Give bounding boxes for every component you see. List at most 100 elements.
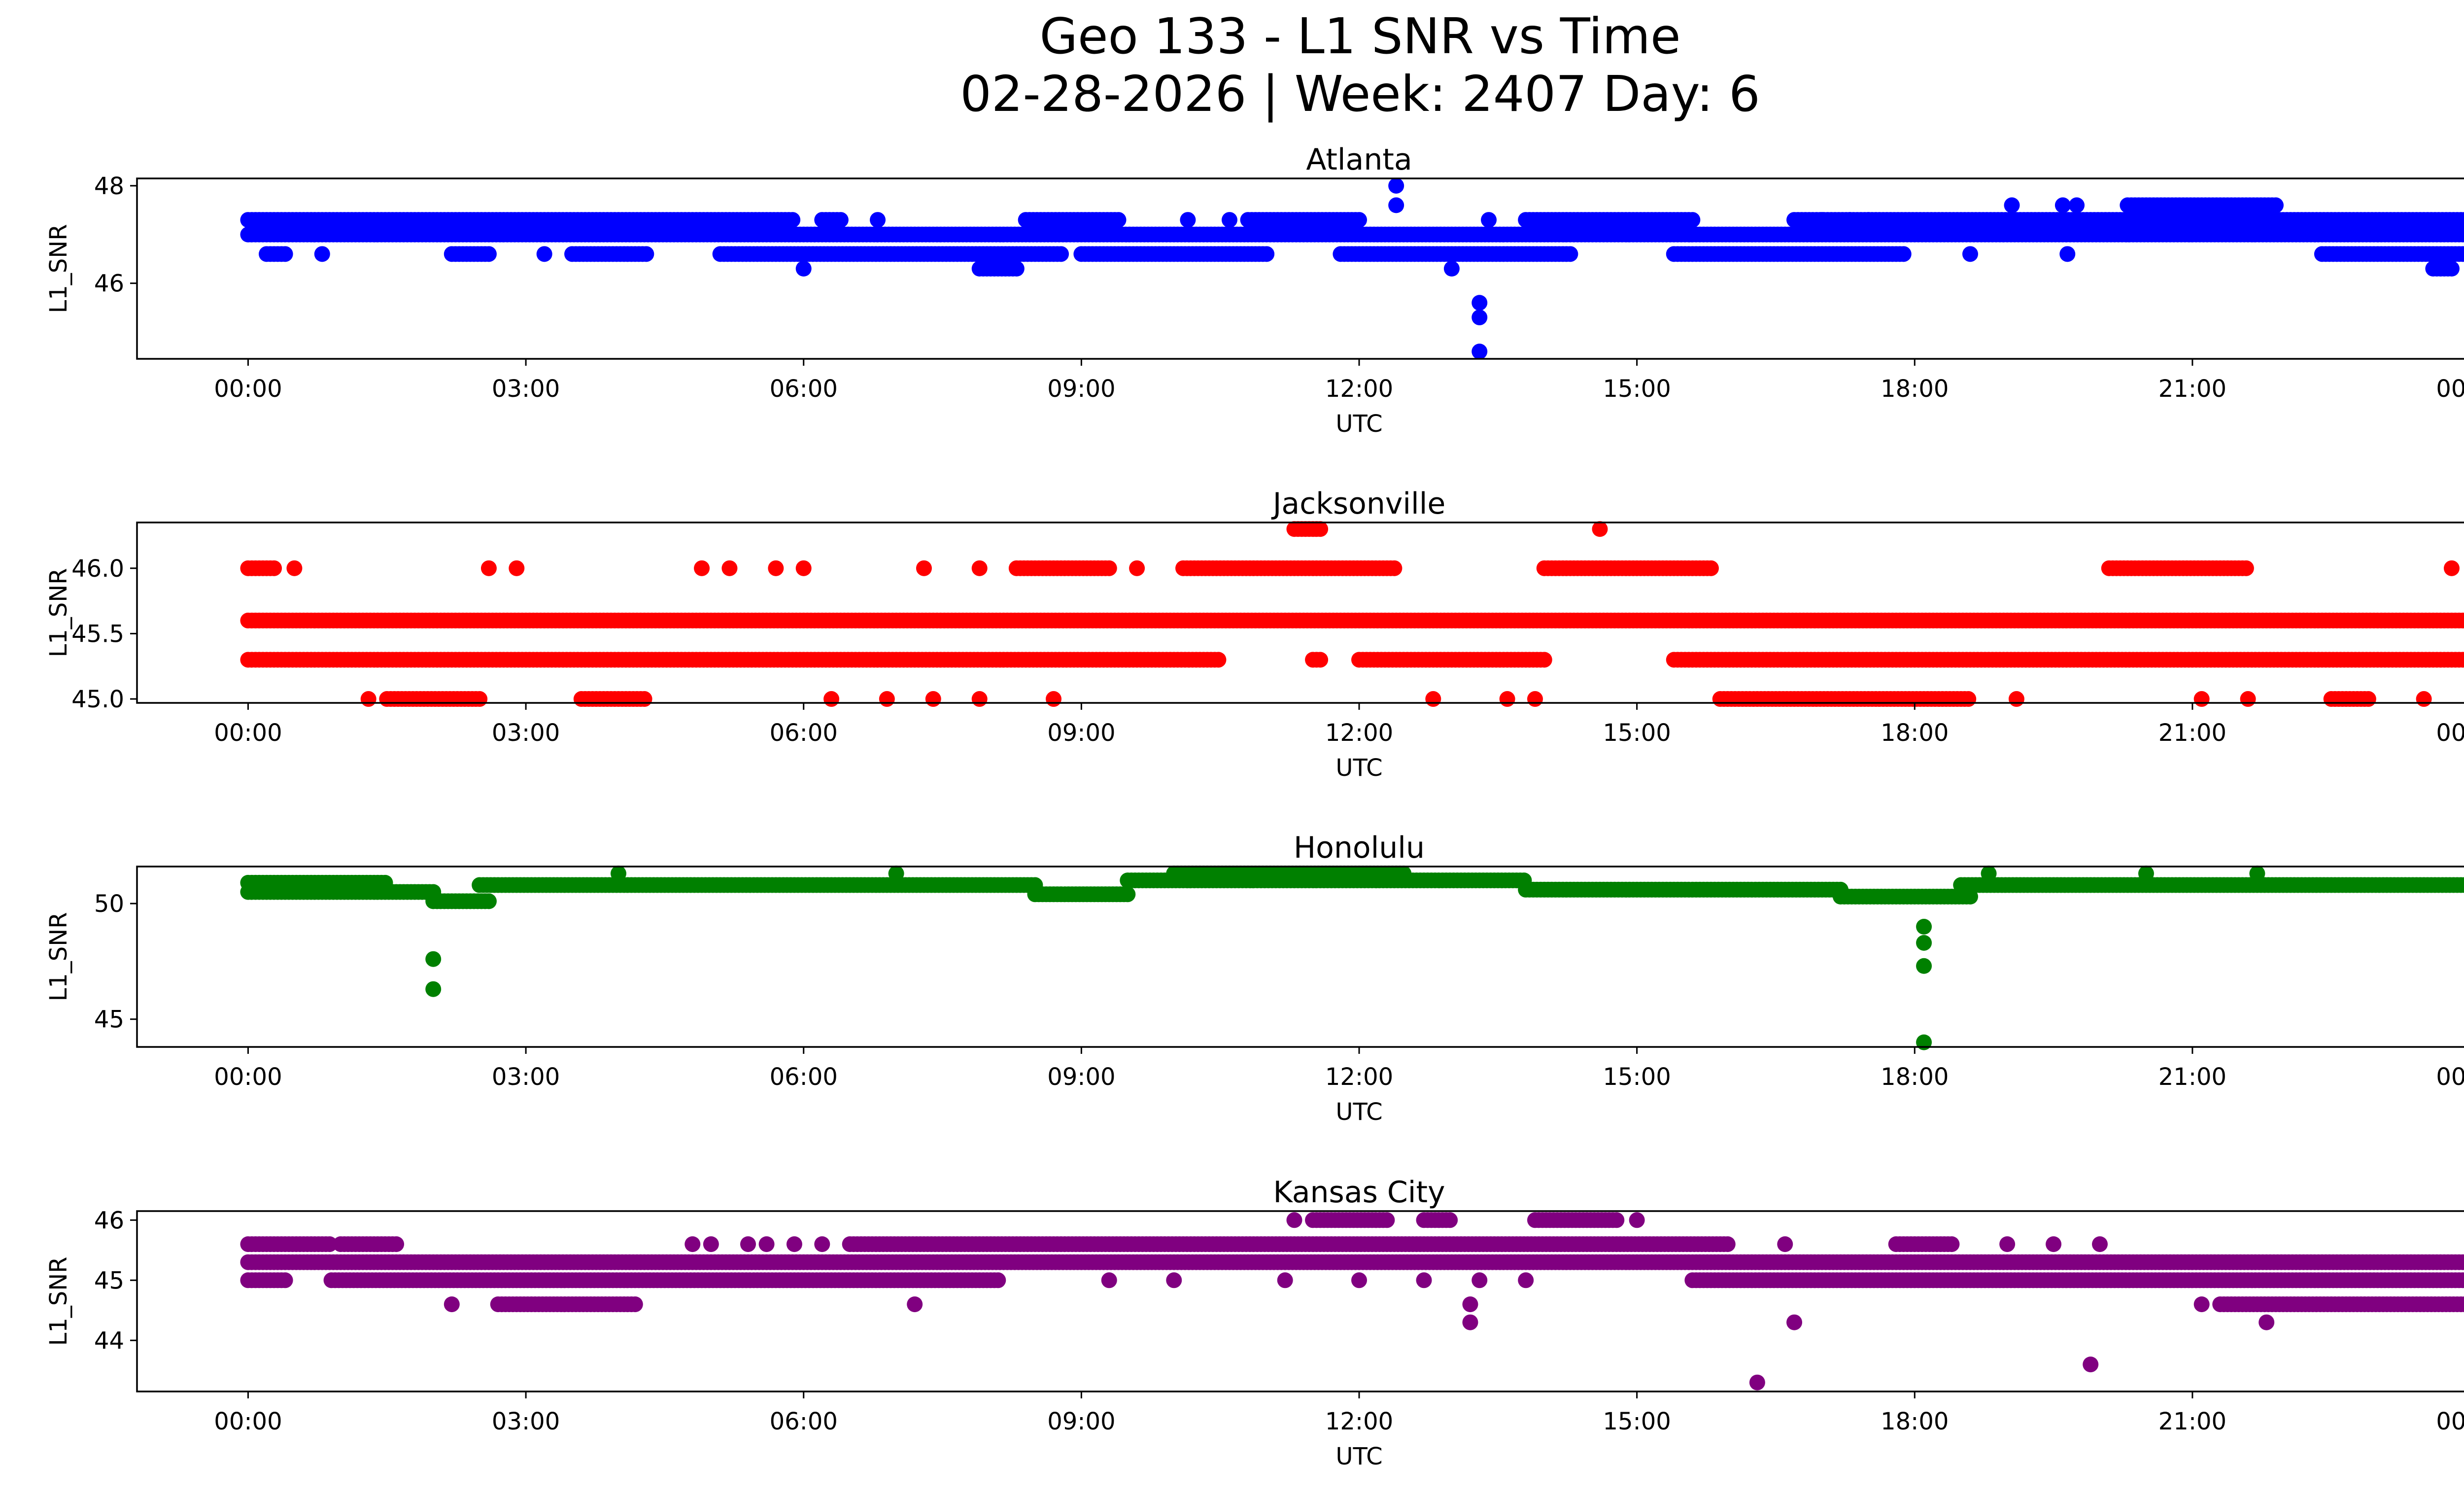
data-point (795, 261, 812, 277)
data-point (2460, 878, 2464, 892)
data-point (1120, 886, 1136, 903)
y-tick-label: 46.0 (71, 555, 124, 583)
data-point (2462, 1257, 2464, 1267)
x-tick-label: 00:00 (214, 1063, 282, 1091)
data-point (1221, 212, 1237, 228)
data-point (2138, 866, 2154, 882)
data-point (425, 981, 442, 997)
panel-title: Jacksonville (1271, 487, 1446, 521)
x-tick-label: 06:00 (770, 375, 838, 403)
x-tick-label: 09:00 (1047, 719, 1115, 747)
data-point (1101, 560, 1117, 576)
y-tick-label: 48 (94, 173, 124, 200)
data-point (2193, 691, 2210, 707)
data-point (2443, 261, 2460, 277)
data-point (536, 246, 552, 262)
data-point (1960, 691, 1977, 707)
data-point (480, 246, 497, 262)
data-point (266, 560, 282, 576)
x-tick-label: 03:00 (492, 1063, 560, 1091)
data-point (636, 691, 652, 707)
panel-title: Honolulu (1294, 831, 1425, 865)
y-axis-label: L1_SNR (45, 568, 72, 657)
y-tick-label: 45 (94, 1006, 124, 1034)
data-point (1962, 246, 1978, 262)
y-tick-label: 45.5 (71, 620, 124, 648)
data-point (1443, 261, 1460, 277)
data-point (2443, 560, 2460, 576)
data-point (2069, 197, 2085, 213)
data-point (1703, 560, 1719, 576)
data-point (1129, 560, 1145, 576)
data-point (2459, 246, 2464, 262)
data-point (1312, 652, 1329, 668)
data-points (240, 521, 2464, 707)
data-point (2249, 866, 2265, 882)
data-point (1684, 212, 1701, 228)
data-point (2459, 1273, 2464, 1288)
data-point (2462, 1275, 2464, 1286)
data-point (1895, 246, 1912, 262)
data-point (1046, 691, 1061, 707)
data-point (377, 874, 393, 891)
data-point (1842, 212, 1858, 228)
y-axis-label: L1_SNR (45, 912, 72, 1001)
y-tick-label: 45.0 (71, 686, 124, 713)
data-point (971, 560, 988, 576)
data-point (2238, 560, 2254, 576)
data-point (1388, 197, 1404, 213)
data-point (509, 560, 525, 576)
data-point (480, 893, 497, 909)
data-point (2008, 691, 2024, 707)
data-point (1916, 919, 1932, 935)
chart-title: Geo 133 - L1 SNR vs Time (1040, 7, 1681, 65)
x-tick-label: 18:00 (1881, 719, 1949, 747)
x-tick-label: 21:00 (2158, 1063, 2226, 1091)
data-point (610, 866, 626, 882)
data-points (240, 866, 2464, 1050)
data-point (1388, 177, 1404, 194)
data-point (321, 1236, 338, 1252)
data-point (1110, 212, 1127, 228)
data-point (2459, 652, 2464, 667)
data-point (360, 691, 376, 707)
data-point (1860, 212, 1877, 228)
data-point (1472, 344, 1488, 360)
x-tick-label: 09:00 (1047, 1063, 1115, 1091)
x-tick-label: 21:00 (2158, 375, 2226, 403)
chart-subtitle: 02-28-2026 | Week: 2407 Day: 6 (960, 65, 1760, 123)
x-tick-label: 06:00 (770, 719, 838, 747)
data-point (694, 560, 710, 576)
x-tick-label: 12:00 (1325, 719, 1393, 747)
data-point (2459, 227, 2464, 242)
data-point (286, 560, 303, 576)
x-tick-label: 00:00 (2436, 719, 2464, 747)
data-point (1481, 212, 1497, 228)
data-point (925, 691, 941, 707)
data-point (823, 691, 840, 707)
y-tick-label: 46 (94, 270, 124, 298)
data-point (2054, 197, 2071, 213)
data-point (916, 560, 932, 576)
x-tick-label: 15:00 (1603, 375, 1671, 403)
data-point (2462, 615, 2464, 626)
data-point (990, 1272, 1006, 1288)
x-tick-label: 15:00 (1603, 1063, 1671, 1091)
data-point (2462, 229, 2464, 240)
data-point (314, 246, 330, 262)
data-point (2460, 213, 2464, 227)
x-tick-label: 12:00 (1325, 375, 1393, 403)
data-point (2360, 691, 2376, 707)
data-point (2059, 246, 2076, 262)
data-point (1472, 309, 1488, 325)
x-tick-label: 21:00 (2158, 719, 2226, 747)
data-point (870, 212, 886, 228)
data-point (1396, 866, 1412, 882)
data-point (2240, 691, 2256, 707)
data-point (1499, 691, 1515, 707)
data-point (768, 560, 784, 576)
x-tick-label: 12:00 (1325, 1063, 1393, 1091)
data-point (1916, 935, 1932, 951)
